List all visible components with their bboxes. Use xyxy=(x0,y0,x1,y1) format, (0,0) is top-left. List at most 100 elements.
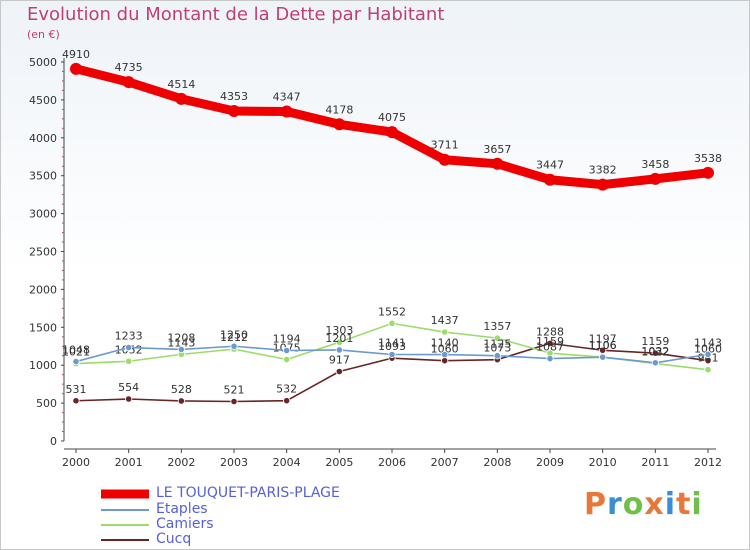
data-point xyxy=(704,366,712,374)
data-label: 554 xyxy=(118,381,139,394)
data-point xyxy=(441,357,449,365)
y-tick-label: 3000 xyxy=(29,208,57,221)
series-le-touquet-paris-plage: 4910 4735 4514 4353 4347 4178 4075 3711 3657 3447… xyxy=(62,48,722,191)
y-tick-label: 4500 xyxy=(29,94,57,107)
data-label: 3711 xyxy=(431,139,459,152)
logo-letter: P xyxy=(584,487,607,522)
data-label: 3657 xyxy=(483,143,511,156)
x-tick-label: 2005 xyxy=(325,456,353,469)
data-point xyxy=(441,328,449,336)
chart-unit: (en €) xyxy=(27,28,60,41)
data-point xyxy=(704,350,712,358)
data-point xyxy=(283,346,291,355)
data-point xyxy=(388,319,396,327)
data-point xyxy=(702,166,714,179)
data-label: 1288 xyxy=(536,325,564,338)
data-point xyxy=(388,350,396,359)
data-label: 1125 xyxy=(483,338,511,351)
data-label: 4178 xyxy=(325,103,353,116)
data-label: 1060 xyxy=(694,343,722,356)
data-label: 1303 xyxy=(325,324,353,337)
data-label: 1143 xyxy=(694,336,722,349)
data-point xyxy=(651,359,659,367)
data-label: 1073 xyxy=(483,342,511,355)
data-label: 1106 xyxy=(589,339,617,352)
x-tick-label: 2000 xyxy=(62,456,90,469)
data-point xyxy=(125,357,133,365)
logo-letter: t xyxy=(676,487,692,522)
data-label: 1159 xyxy=(536,335,564,348)
data-label: 3538 xyxy=(694,152,722,165)
data-label: 1159 xyxy=(641,335,669,348)
y-tick-label: 4000 xyxy=(29,132,57,145)
logo-letter: r xyxy=(607,487,623,522)
x-tick-label: 2003 xyxy=(220,456,248,469)
data-label: 1201 xyxy=(325,332,353,345)
data-point xyxy=(72,357,80,366)
data-label: 4353 xyxy=(220,90,248,103)
data-label: 1143 xyxy=(167,336,195,349)
data-label: 1021 xyxy=(62,346,90,359)
legend-swatch xyxy=(101,489,149,499)
data-label: 4910 xyxy=(62,48,90,61)
data-label: 1048 xyxy=(62,344,90,357)
data-point xyxy=(122,76,135,89)
data-point xyxy=(493,352,501,360)
data-point xyxy=(70,62,82,75)
data-point xyxy=(335,367,343,376)
data-point xyxy=(599,346,607,354)
data-point xyxy=(649,172,662,185)
logo-letter: i xyxy=(691,487,703,522)
data-label: 1552 xyxy=(378,305,406,318)
data-label: 1087 xyxy=(536,341,564,354)
data-point xyxy=(72,397,80,405)
x-tick-label: 2007 xyxy=(431,456,459,469)
logo-letter: x xyxy=(644,487,665,522)
data-label: 532 xyxy=(276,383,297,396)
data-point xyxy=(175,92,188,105)
y-tick-label: 0 xyxy=(50,435,57,448)
data-point xyxy=(386,126,398,139)
legend-label: LE TOUQUET-PARIS-PLAGE xyxy=(156,485,340,501)
data-label: 1233 xyxy=(115,330,143,343)
data-point xyxy=(546,339,554,347)
x-tick-label: 2012 xyxy=(694,456,722,469)
data-label: 4514 xyxy=(167,78,195,91)
data-point xyxy=(280,105,293,118)
x-tick-label: 2006 xyxy=(378,456,406,469)
data-point xyxy=(125,395,133,403)
series-camiers: 1021105211431212107513031552143713571159… xyxy=(62,305,719,374)
data-label: 4075 xyxy=(378,111,406,124)
x-tick-label: 2004 xyxy=(273,456,301,469)
data-point xyxy=(283,397,291,405)
data-point xyxy=(438,153,451,166)
y-tick-label: 500 xyxy=(36,397,57,410)
data-point xyxy=(335,346,343,354)
data-label: 4735 xyxy=(115,61,143,74)
legend-swatch xyxy=(101,509,149,511)
x-tick-label: 2010 xyxy=(589,456,617,469)
data-label: 917 xyxy=(329,353,350,366)
x-tick-label: 2002 xyxy=(167,456,195,469)
legend-swatch xyxy=(101,524,149,526)
logo-letter: o xyxy=(622,487,645,522)
data-point xyxy=(125,343,133,352)
x-tick-label: 2008 xyxy=(483,456,511,469)
proxiti-logo: Proxiti xyxy=(584,487,703,522)
data-point xyxy=(230,397,238,406)
y-tick-label: 5000 xyxy=(29,56,57,69)
data-point xyxy=(546,355,554,363)
data-point xyxy=(283,355,291,364)
data-point xyxy=(491,157,504,170)
data-label: 1194 xyxy=(273,332,301,345)
data-point xyxy=(441,350,449,359)
data-point xyxy=(599,353,607,361)
data-point xyxy=(335,338,343,346)
data-label: 1140 xyxy=(431,337,459,350)
data-point xyxy=(228,105,240,118)
data-label: 1208 xyxy=(167,331,195,344)
data-point xyxy=(177,345,185,354)
data-label: 1093 xyxy=(378,340,406,353)
